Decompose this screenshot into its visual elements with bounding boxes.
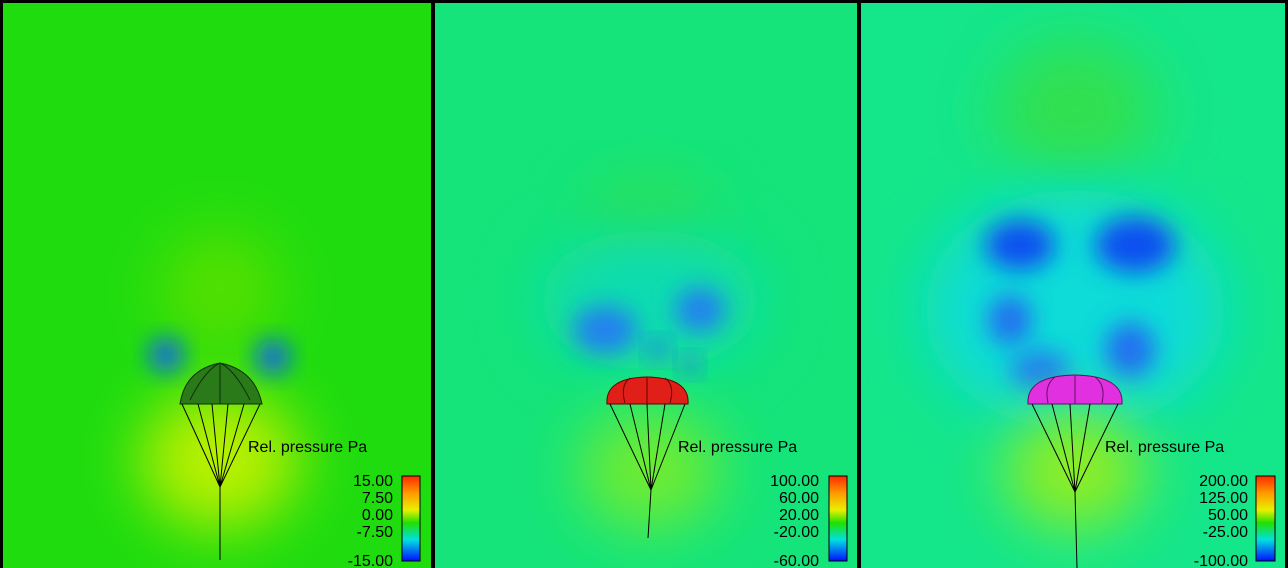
legend-title: Rel. pressure Pa	[678, 439, 797, 456]
tick-label: 60.00	[779, 490, 819, 507]
tick-label: 20.00	[779, 507, 819, 524]
tick-label: 0.00	[362, 507, 393, 524]
pressure-region	[160, 230, 280, 350]
pressure-region	[573, 306, 637, 354]
pressure-region	[681, 356, 699, 374]
colorbar	[1256, 476, 1275, 561]
tick-label: 7.50	[362, 490, 393, 507]
tick-label: -7.50	[357, 524, 394, 541]
pressure-region	[149, 338, 183, 372]
pressure-region	[995, 40, 1155, 180]
pressure-region	[1005, 410, 1145, 530]
colorbar	[402, 476, 420, 561]
pressure-region	[675, 288, 725, 332]
legend-title: Rel. pressure Pa	[248, 439, 367, 456]
pressure-region	[256, 340, 290, 374]
pressure-region	[988, 295, 1032, 345]
legend-title: Rel. pressure Pa	[1105, 439, 1224, 456]
tick-label: -60.00	[774, 553, 819, 568]
colorbar	[829, 476, 847, 561]
panel: Rel. pressure Pa 100.00 60.00 20.00 -20.…	[435, 3, 857, 568]
tick-label: 100.00	[770, 473, 819, 490]
visualization: Rel. pressure Pa 15.00 7.50 0.00 -7.50 -…	[0, 0, 1288, 568]
tick-label: 50.00	[1208, 507, 1248, 524]
tick-label: 15.00	[353, 473, 393, 490]
pressure-region	[648, 340, 668, 360]
tick-label: -20.00	[774, 524, 819, 541]
tick-label: -15.00	[348, 553, 393, 568]
pressure-region	[1105, 322, 1155, 378]
tick-label: 125.00	[1199, 490, 1248, 507]
pressure-region	[1095, 217, 1175, 273]
pressure-region	[985, 220, 1055, 270]
tick-label: 200.00	[1199, 473, 1248, 490]
panel: Rel. pressure Pa 200.00 125.00 50.00 -25…	[861, 3, 1285, 568]
tick-label: -100.00	[1194, 553, 1248, 568]
tick-label: -25.00	[1203, 524, 1248, 541]
panel: Rel. pressure Pa 15.00 7.50 0.00 -7.50 -…	[3, 3, 431, 568]
page: Rel. pressure Pa 15.00 7.50 0.00 -7.50 -…	[0, 0, 1288, 568]
